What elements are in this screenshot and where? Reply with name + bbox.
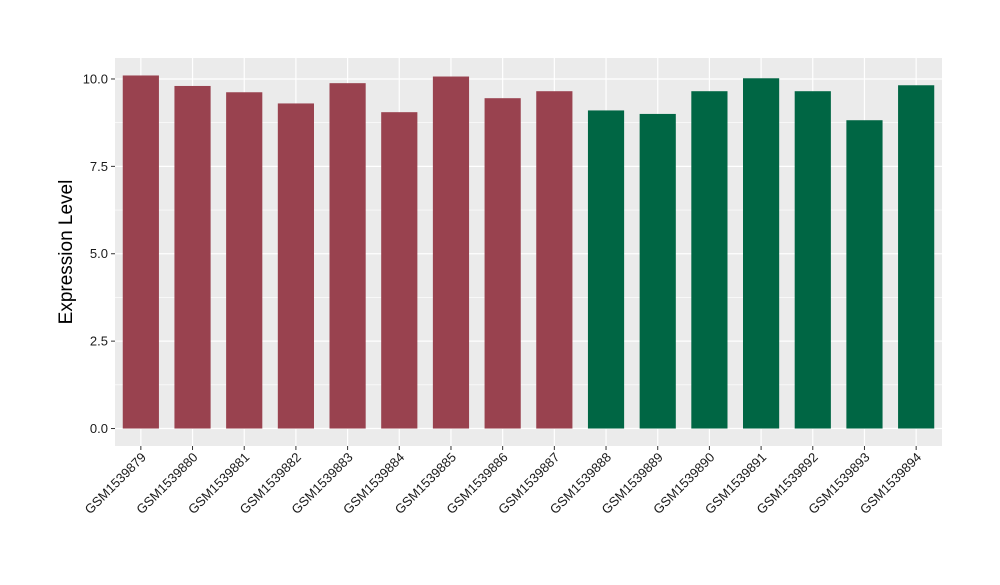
y-axis: 0.0 2.5 5.0 7.5 10.0	[83, 71, 115, 436]
bar-GSM1539887	[536, 91, 573, 429]
bar-GSM1539881	[226, 92, 263, 429]
bar-GSM1539886	[484, 98, 521, 429]
x-axis: GSM1539879GSM1539880GSM1539881GSM1539882…	[82, 446, 924, 517]
bar-GSM1539894	[898, 85, 935, 429]
bars	[122, 75, 935, 429]
bar-GSM1539882	[277, 103, 314, 429]
bar-GSM1539890	[691, 91, 728, 429]
bar-GSM1539884	[381, 112, 418, 429]
y-tick-label: 7.5	[90, 159, 108, 174]
y-axis-title: Expression Level	[56, 180, 77, 325]
bar-GSM1539888	[587, 110, 625, 429]
y-tick-label: 0.0	[90, 421, 108, 436]
bar-GSM1539883	[329, 83, 366, 429]
bar-GSM1539879	[122, 75, 159, 429]
bar-GSM1539889	[639, 113, 676, 429]
bar-GSM1539880	[174, 85, 211, 429]
bar-GSM1539892	[794, 91, 831, 429]
y-tick-label: 5.0	[90, 246, 108, 261]
y-tick-label: 10.0	[83, 71, 108, 86]
bar-GSM1539893	[846, 120, 883, 429]
bar-GSM1539885	[432, 76, 470, 429]
bar-GSM1539891	[743, 78, 780, 429]
y-tick-label: 2.5	[90, 334, 108, 349]
